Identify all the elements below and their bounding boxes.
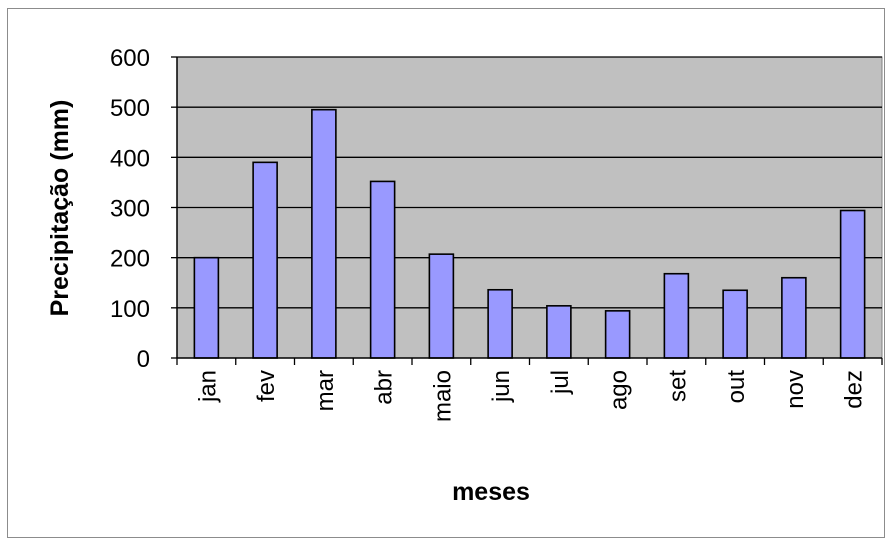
bar-dez: [839, 209, 866, 359]
gridlines: [177, 56, 882, 309]
bar-abr: [369, 180, 396, 359]
bar-mar: [311, 108, 337, 359]
bar-set: [663, 272, 690, 359]
bar-fev: [252, 161, 278, 359]
bar-maio: [428, 253, 455, 359]
bar-nov: [781, 276, 807, 359]
x-tick-label: maio: [429, 370, 456, 422]
x-tick-label: jan: [194, 370, 221, 403]
y-tick-labels: 0 100 200 300 400 500 600: [110, 45, 177, 373]
y-tick-label: 500: [110, 95, 150, 122]
bar-ago: [604, 310, 631, 359]
x-tick-label: fev: [253, 370, 280, 402]
x-tick-label: out: [723, 370, 750, 404]
y-tick-label: 0: [137, 346, 150, 373]
bar-jan: [193, 256, 220, 359]
y-tick-label: 300: [110, 196, 150, 223]
x-tick-label: mar: [312, 370, 339, 411]
bar-jul: [546, 305, 572, 359]
bar-out: [722, 289, 748, 359]
y-tick-label: 100: [110, 296, 150, 323]
y-axis-title: Precipitação (mm): [46, 100, 74, 317]
x-tick-label: jun: [488, 370, 515, 403]
x-tick-label: nov: [782, 370, 809, 409]
x-tick-label: jul: [547, 370, 574, 395]
bars: [193, 108, 866, 359]
y-tick-label: 600: [110, 45, 150, 72]
x-tick-label: dez: [841, 370, 868, 409]
y-tick-label: 200: [110, 246, 150, 273]
bar-jun: [487, 288, 513, 359]
y-tick-label: 400: [110, 145, 150, 172]
x-tick-label: set: [664, 370, 691, 402]
x-tick-labels: jan fev mar abr maio jun jul ago set out nov dez: [194, 370, 867, 422]
x-tick-label: abr: [371, 370, 398, 405]
x-tick-label: ago: [606, 370, 633, 410]
x-axis-title: meses: [452, 478, 530, 506]
